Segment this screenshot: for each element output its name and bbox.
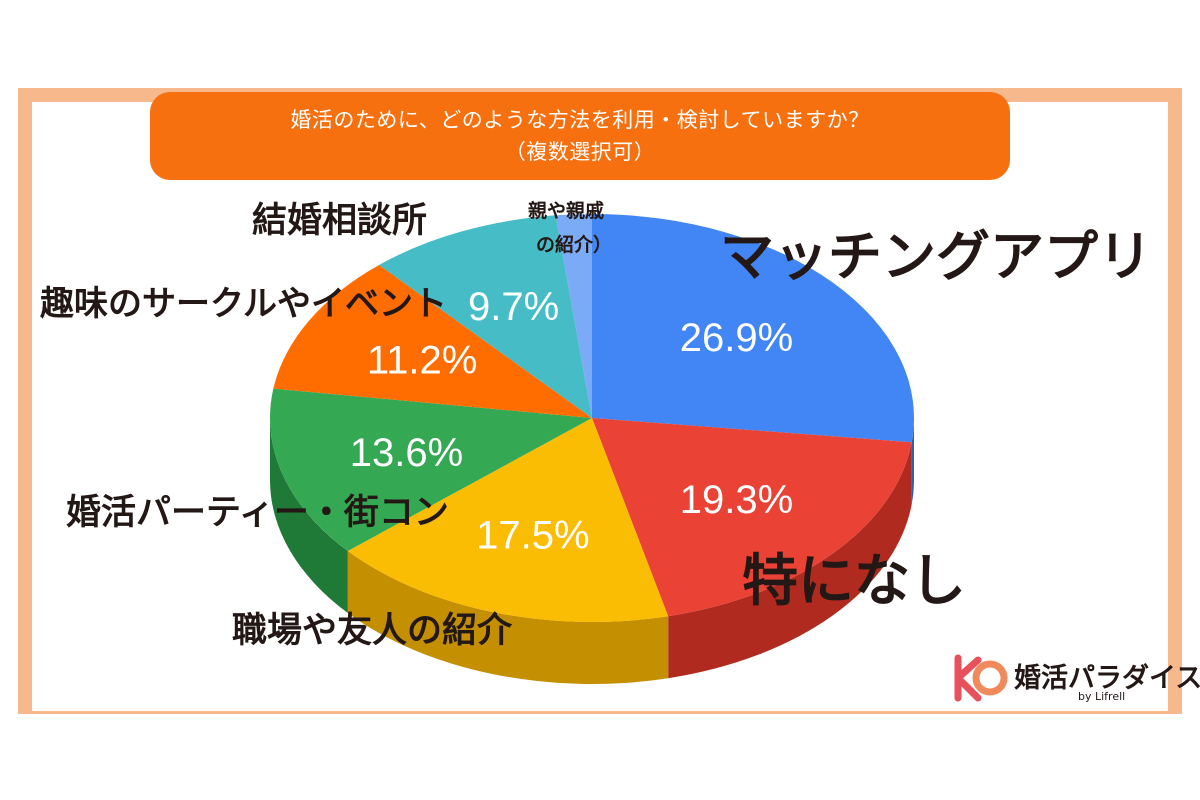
slice-0 [592, 214, 915, 443]
brand-name: 婚活パラダイス [1014, 663, 1200, 694]
slice-5 [379, 215, 592, 418]
slice-2-side [347, 550, 669, 684]
chart-title: 婚活のために、どのような方法を利用・検討していますか？ [290, 108, 870, 132]
slice-3-side [270, 418, 348, 613]
label-marriage-agency: 結婚相談所 [252, 201, 428, 241]
label-workplace-friends-intro: 職場や友人の紹介 [232, 611, 513, 651]
chart-title-banner: 婚活のために、どのような方法を利用・検討していますか？ （複数選択可） [150, 92, 1010, 180]
brand-logo: 婚活パラダイス by Lifrell [952, 652, 1200, 708]
slice-3 [269, 388, 592, 551]
slice-4-value-label: 11.2% [367, 339, 477, 383]
slice-3-value-label: 13.6% [350, 431, 463, 475]
slice-6 [555, 214, 592, 418]
slice-1-value-label: 19.3% [680, 478, 793, 522]
brand-mark-icon [954, 654, 1008, 702]
slice-5-value-label: 9.7% [468, 285, 559, 329]
pie-sides [270, 418, 914, 684]
slice-0-value-label: 26.9% [680, 316, 793, 360]
slice-1 [592, 418, 912, 617]
label-hobby-circle: 趣味のサークルやイベント [40, 284, 447, 324]
label-parents-relatives-line2: の紹介） [536, 234, 613, 256]
slice-0-side [911, 418, 914, 505]
slice-4 [273, 264, 592, 418]
pie-slices [269, 214, 915, 622]
slice-2 [347, 418, 669, 622]
label-parents-relatives-line1: 親や親戚 [528, 200, 605, 222]
pie-value-labels: 26.9% 19.3% 17.5% 13.6% 11.2% 9.7% [350, 285, 793, 557]
brand-sub: by Lifrell [1078, 690, 1126, 703]
slice-1-side [668, 442, 912, 679]
chart-subtitle: （複数選択可） [504, 140, 656, 164]
label-nothing-in-particular: 特になし [742, 549, 966, 614]
label-marriage-party: 婚活パーティー・街コン [66, 493, 449, 533]
label-matching-app: マッチングアプリ [720, 225, 1152, 288]
slice-2-value-label: 17.5% [476, 514, 589, 558]
